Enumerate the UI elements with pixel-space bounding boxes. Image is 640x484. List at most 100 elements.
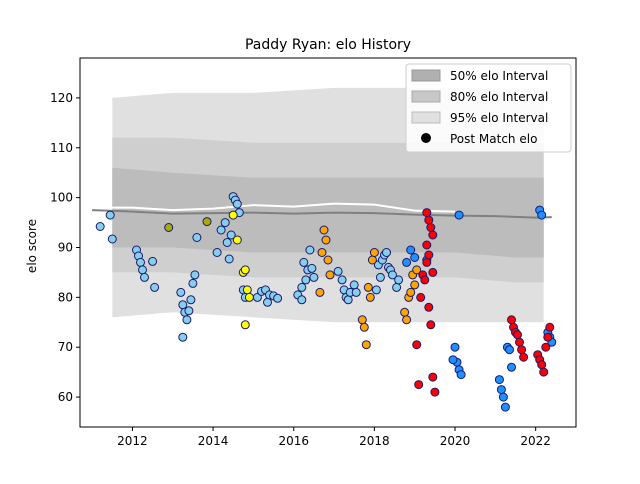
legend-swatch-80 [411, 90, 441, 103]
elo-point-3-22 [517, 345, 527, 355]
elo-point-3-16 [428, 267, 438, 277]
elo-point-2-12 [369, 248, 379, 257]
elo-point-4-6 [228, 210, 238, 220]
elo-point-0-0 [95, 222, 105, 231]
y-tick-label-120: 120 [50, 91, 73, 105]
elo-point-0-11 [178, 300, 188, 310]
elo-point-4-2 [240, 265, 250, 275]
elo-point-1-15 [505, 345, 514, 355]
elo-point-1-9 [454, 210, 464, 220]
elo-point-0-20 [212, 248, 222, 257]
legend-label-95: 95% elo Interval [450, 111, 548, 125]
elo-point-3-1 [414, 380, 424, 390]
elo-point-2-7 [359, 322, 369, 332]
elo-point-5-0 [164, 223, 174, 232]
elo-point-2-11 [367, 255, 377, 265]
mean-elo-line [92, 209, 552, 219]
elo-point-2-10 [365, 292, 375, 302]
x-tick-label-2014: 2014 [198, 434, 229, 448]
y-tick-label-90: 90 [58, 240, 73, 254]
elo-point-1-2 [410, 253, 420, 262]
elo-point-1-18 [537, 210, 547, 220]
elo-point-3-29 [543, 332, 553, 342]
x-tick-label-2018: 2018 [359, 434, 390, 448]
elo-point-0-38 [273, 293, 283, 303]
elo-point-2-1 [317, 248, 327, 257]
elo-point-1-11 [496, 385, 506, 395]
elo-point-0-60 [382, 248, 391, 257]
elo-point-0-10 [176, 287, 186, 297]
elo-point-0-13 [182, 315, 192, 325]
elo-point-0-55 [351, 287, 361, 297]
elo-point-1-16 [507, 362, 516, 372]
legend-box [405, 63, 572, 153]
y-tick-label-70: 70 [58, 340, 73, 354]
elo-point-0-14 [184, 306, 194, 316]
elo-point-3-13 [428, 230, 438, 240]
elo-point-3-7 [426, 320, 436, 330]
elo-point-3-20 [513, 330, 522, 340]
elo-point-2-18 [410, 280, 420, 290]
elo-point-0-45 [307, 263, 317, 273]
elo-point-3-4 [420, 275, 430, 285]
legend-label-80: 80% elo Interval [450, 90, 548, 104]
elo-point-0-63 [388, 270, 397, 280]
elo-point-0-52 [343, 295, 353, 305]
elo-point-3-21 [515, 337, 524, 347]
elo-point-2-8 [361, 340, 371, 350]
elo-point-2-0 [315, 287, 325, 297]
elo-point-1-1 [406, 245, 416, 255]
upper-elo-line [92, 202, 456, 213]
elo-point-0-9 [150, 282, 160, 292]
elo-point-0-42 [301, 275, 311, 285]
elo-point-1-8 [448, 355, 458, 365]
legend-swatch-95 [411, 111, 441, 124]
elo-point-3-5 [422, 257, 432, 267]
elo-point-5-1 [202, 217, 212, 227]
elo-point-4-4 [244, 292, 254, 302]
elo-point-0-24 [224, 254, 234, 264]
elo-point-1-4 [450, 342, 460, 352]
elo-point-0-23 [222, 238, 232, 247]
plot-frame [79, 57, 577, 428]
x-tick-label-2020: 2020 [440, 434, 471, 448]
y-tick-label-100: 100 [50, 191, 73, 205]
elo-point-0-16 [188, 278, 198, 288]
elo-point-0-6 [138, 265, 147, 275]
elo-point-1-7 [456, 370, 466, 380]
legend-label-50: 50% elo Interval [450, 69, 548, 83]
elo-point-0-57 [375, 272, 385, 282]
elo-points [95, 192, 557, 412]
elo-point-1-13 [500, 402, 510, 412]
elo-point-1-0 [402, 257, 412, 267]
elo-point-0-22 [220, 218, 230, 228]
elo-point-3-8 [428, 372, 438, 382]
elo-point-0-41 [299, 257, 309, 267]
y-axis-label: elo score [25, 219, 39, 273]
elo-point-2-6 [357, 315, 367, 325]
elo-point-0-15 [186, 295, 196, 305]
elo-point-0-44 [305, 245, 315, 255]
elo-point-3-30 [545, 322, 555, 332]
elo-point-2-4 [323, 255, 333, 265]
elo-point-1-12 [498, 392, 508, 402]
x-tick-label-2022: 2022 [520, 434, 551, 448]
x-tick-label-2012: 2012 [117, 434, 148, 448]
elo-point-0-5 [136, 257, 145, 267]
legend-swatch-50 [411, 69, 441, 82]
elo-point-3-11 [424, 215, 434, 225]
elo-point-0-48 [333, 266, 343, 276]
elo-point-4-5 [240, 320, 250, 330]
elo-point-3-17 [507, 315, 516, 325]
elo-point-0-64 [392, 282, 402, 292]
elo-point-0-46 [309, 272, 319, 282]
elo-point-3-10 [422, 208, 432, 218]
elo-point-3-0 [412, 340, 422, 350]
elo-point-0-40 [297, 282, 307, 292]
elo-point-2-16 [406, 287, 416, 297]
elo-point-2-9 [363, 282, 373, 292]
elo-point-0-21 [216, 225, 226, 235]
elo-point-0-19 [178, 332, 188, 342]
x-tick-label-2016: 2016 [278, 434, 309, 448]
